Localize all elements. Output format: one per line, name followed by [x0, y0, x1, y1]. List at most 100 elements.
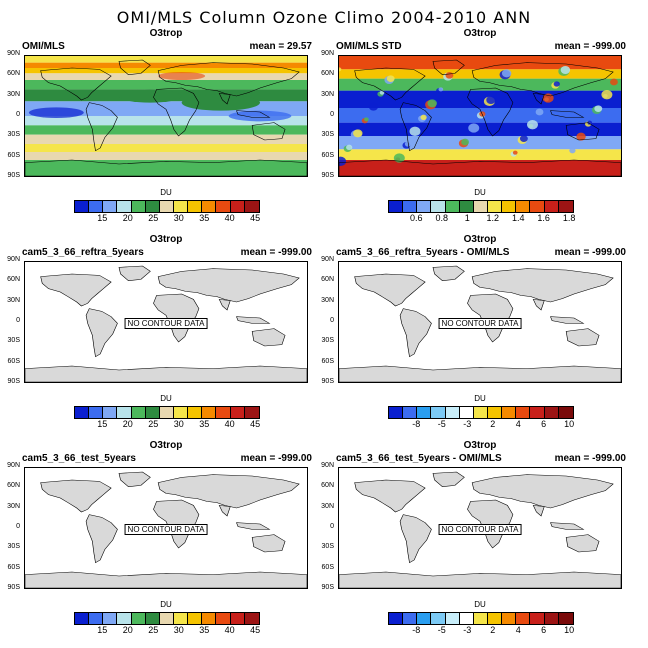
colorbar-swatch	[558, 201, 573, 212]
units-label: DU	[160, 600, 172, 609]
map-panel: O3trop cam5_3_66_reftra_5years mean = -999…	[7, 234, 316, 434]
colorbar-label: 15	[97, 213, 108, 223]
colorbar-swatch	[487, 407, 503, 418]
colorbar-label: -3	[463, 625, 472, 635]
panel-left-label: cam5_3_66_reftra_5years	[22, 247, 144, 258]
colorbar-swatch	[145, 407, 160, 418]
colorbar-label: 25	[148, 213, 159, 223]
latitude-label: 90S	[7, 584, 20, 591]
colorbar-label: -3	[463, 419, 472, 429]
latitude-label: 30S	[321, 337, 334, 345]
colorbar-swatch	[89, 201, 104, 212]
colorbar-swatch	[230, 407, 245, 418]
latitude-label: 60N	[7, 482, 20, 490]
world-map: NO CONTOUR DATA	[338, 261, 622, 383]
colorbar-label: 20	[122, 419, 133, 429]
colorbar-swatch	[403, 613, 418, 624]
colorbar-swatch	[473, 407, 488, 418]
panel-mean-label: mean = 29.57	[249, 41, 312, 52]
latitude-label: 90S	[7, 378, 20, 385]
colorbar-swatch	[75, 201, 90, 212]
latitude-label: 30N	[321, 90, 334, 98]
colorbar-swatch	[89, 613, 104, 624]
no-contour-label: NO CONTOUR DATA	[438, 524, 522, 535]
world-map: NO CONTOUR DATA	[24, 467, 308, 589]
colorbar-swatch	[502, 613, 517, 624]
panel-left-label: cam5_3_66_reftra_5years - OMI/MLS	[336, 247, 510, 258]
colorbar-swatch	[75, 613, 90, 624]
colorbar-swatch	[473, 613, 488, 624]
colorbar-swatch	[117, 613, 132, 624]
latitude-label: 60S	[321, 563, 334, 571]
latitude-label: 0	[16, 523, 20, 530]
latitude-label: 30S	[321, 543, 334, 551]
colorbar-swatch	[202, 613, 217, 624]
colorbar-swatch	[431, 407, 446, 418]
latitude-label: 30S	[7, 131, 20, 139]
map-panel: O3trop cam5_3_66_reftra_5years - OMI/MLS m…	[321, 234, 630, 434]
colorbar-label: 35	[199, 213, 210, 223]
panel-left-label: cam5_3_66_test_5years - OMI/MLS	[336, 453, 502, 464]
colorbar	[388, 200, 574, 213]
colorbar-label: -8	[412, 419, 421, 429]
colorbar-swatch	[544, 613, 559, 624]
colorbar-swatch	[403, 201, 418, 212]
latitude-label: 90N	[7, 462, 20, 469]
colorbar-label: 1.8	[562, 213, 576, 223]
latitude-label: 60N	[321, 482, 334, 490]
colorbar-swatch	[473, 201, 488, 212]
colorbar-label: 45	[250, 213, 261, 223]
latitude-label: 30N	[7, 296, 20, 304]
colorbar-label: 40	[224, 419, 235, 429]
colorbar-swatch	[202, 201, 217, 212]
latitude-label: 30S	[7, 337, 20, 345]
units-label: DU	[474, 600, 486, 609]
map-panel: O3trop cam5_3_66_test_5years - OMI/MLS mea…	[321, 440, 630, 640]
colorbar-label: 4	[515, 419, 521, 429]
colorbar-swatch	[459, 201, 474, 212]
no-contour-label: NO CONTOUR DATA	[438, 318, 522, 329]
colorbar-swatch	[244, 201, 259, 212]
colorbar-swatch	[445, 613, 460, 624]
colorbar-swatch	[244, 613, 259, 624]
colorbar-label: 35	[199, 625, 210, 635]
map-panel: O3trop cam5_3_66_test_5years mean = -999.0…	[7, 440, 316, 640]
colorbar-label: 15	[97, 625, 108, 635]
colorbar-swatch	[89, 407, 104, 418]
colorbar-swatch	[417, 407, 432, 418]
latitude-label: 90N	[7, 256, 20, 263]
page-title: OMI/MLS Column Ozone Climo 2004-2010 ANN	[116, 8, 532, 27]
colorbar-label: 40	[224, 625, 235, 635]
latitude-label: 0	[330, 523, 334, 530]
colorbar-swatch	[173, 407, 189, 418]
colorbar	[388, 406, 574, 419]
panel-title: O3trop	[149, 440, 183, 451]
latitude-label: 0	[16, 111, 20, 118]
colorbar-swatch	[558, 613, 573, 624]
latitude-label: 60N	[7, 276, 20, 284]
colorbar-swatch	[389, 201, 404, 212]
colorbar-swatch	[173, 613, 189, 624]
colorbar-swatch	[487, 201, 503, 212]
latitude-label: 0	[330, 111, 334, 118]
colorbar-swatch	[117, 201, 132, 212]
colorbar-swatch	[502, 407, 517, 418]
colorbar-swatch	[403, 407, 418, 418]
colorbar-label: 30	[173, 625, 184, 635]
colorbar-label: 45	[250, 419, 261, 429]
colorbar-swatch	[530, 201, 545, 212]
panel-mean-label: mean = -999.00	[240, 453, 312, 464]
panel-title: O3trop	[463, 234, 497, 245]
units-label: DU	[160, 188, 172, 197]
colorbar-swatch	[544, 407, 559, 418]
latitude-label: 0	[330, 317, 334, 324]
colorbar-swatch	[445, 201, 460, 212]
latitude-label: 30N	[321, 502, 334, 510]
colorbar-swatch	[558, 407, 573, 418]
latitude-label: 30S	[321, 131, 334, 139]
colorbar-swatch	[530, 613, 545, 624]
colorbar-label: 0.8	[435, 213, 449, 223]
colorbar-swatch	[445, 407, 460, 418]
colorbar-label: 10	[564, 625, 575, 635]
colorbar	[74, 406, 260, 419]
